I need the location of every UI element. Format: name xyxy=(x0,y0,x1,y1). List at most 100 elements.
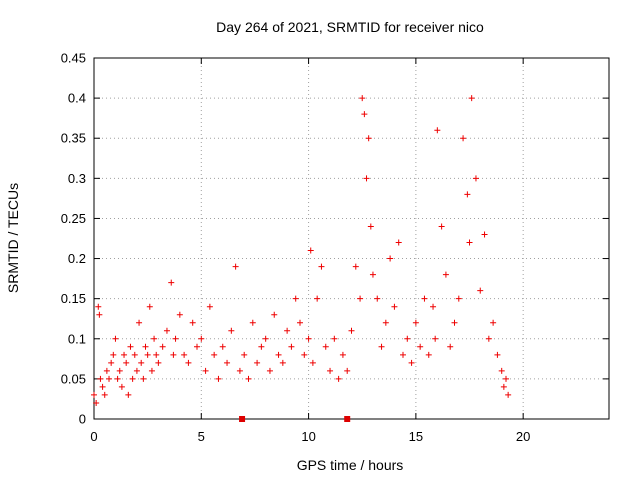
data-point xyxy=(382,319,389,326)
data-point xyxy=(96,311,103,318)
data-point xyxy=(108,359,115,366)
data-point xyxy=(140,375,147,382)
data-point xyxy=(136,319,143,326)
data-point xyxy=(151,335,158,342)
data-point xyxy=(331,335,338,342)
data-point xyxy=(314,295,321,302)
data-point xyxy=(176,311,183,318)
data-point xyxy=(305,335,312,342)
y-tick-label: 0.1 xyxy=(68,331,86,346)
data-point xyxy=(155,359,162,366)
data-point xyxy=(189,319,196,326)
data-point xyxy=(284,327,291,334)
y-tick-label: 0.35 xyxy=(61,131,86,146)
data-point xyxy=(490,319,497,326)
data-point xyxy=(472,175,479,182)
chart-title: Day 264 of 2021, SRMTID for receiver nic… xyxy=(216,19,484,35)
data-point xyxy=(352,263,359,270)
data-point xyxy=(477,287,484,294)
x-axis-label: GPS time / hours xyxy=(297,457,404,473)
data-point xyxy=(168,279,175,286)
data-point xyxy=(266,367,273,374)
data-point xyxy=(344,367,351,374)
data-point xyxy=(447,343,454,350)
data-point xyxy=(361,111,368,118)
x-tick-label: 10 xyxy=(301,429,315,444)
y-tick-label: 0.4 xyxy=(68,91,86,106)
data-point xyxy=(500,383,507,390)
data-point xyxy=(232,263,239,270)
data-point xyxy=(292,295,299,302)
data-point xyxy=(236,367,243,374)
data-point xyxy=(378,343,385,350)
data-point xyxy=(374,295,381,302)
data-point xyxy=(322,343,329,350)
x-tick-label: 5 xyxy=(198,429,205,444)
data-point xyxy=(118,383,125,390)
y-tick-label: 0.25 xyxy=(61,211,86,226)
x-tick-label: 20 xyxy=(516,429,530,444)
data-point xyxy=(430,303,437,310)
data-point xyxy=(318,263,325,270)
data-point xyxy=(110,351,117,358)
data-point xyxy=(505,391,512,398)
data-point xyxy=(194,343,200,350)
data-point xyxy=(219,343,226,350)
data-point xyxy=(421,295,428,302)
data-point xyxy=(408,359,415,366)
data-point xyxy=(99,383,106,390)
data-point xyxy=(301,351,308,358)
data-point xyxy=(425,351,432,358)
data-point xyxy=(241,351,248,358)
data-point xyxy=(498,367,505,374)
x-tick-label: 15 xyxy=(409,429,423,444)
data-point xyxy=(434,127,441,134)
data-point xyxy=(494,351,501,358)
data-point xyxy=(395,239,402,246)
data-point xyxy=(215,375,222,382)
data-point xyxy=(163,327,170,334)
data-gap-markers xyxy=(239,416,351,422)
data-point xyxy=(146,303,153,310)
data-point xyxy=(170,351,177,358)
data-gap-marker xyxy=(344,416,351,422)
data-point xyxy=(327,367,334,374)
data-point xyxy=(116,367,123,374)
data-point xyxy=(442,271,449,278)
data-point xyxy=(468,95,475,102)
data-point xyxy=(131,351,138,358)
data-point xyxy=(464,191,471,198)
data-point xyxy=(271,311,278,318)
data-point xyxy=(309,359,316,366)
data-point xyxy=(93,399,100,406)
data-point xyxy=(412,319,419,326)
data-point xyxy=(485,335,492,342)
data-point xyxy=(262,335,269,342)
data-point xyxy=(258,343,265,350)
data-point xyxy=(432,335,439,342)
data-point xyxy=(123,359,130,366)
data-point xyxy=(254,359,261,366)
x-tick-label: 0 xyxy=(90,429,97,444)
y-tick-label: 0 xyxy=(79,412,86,427)
data-point xyxy=(438,223,445,230)
data-point xyxy=(103,367,110,374)
data-point xyxy=(142,343,149,350)
data-point xyxy=(245,375,252,382)
data-point xyxy=(206,303,213,310)
data-point xyxy=(101,391,108,398)
data-point xyxy=(114,375,121,382)
y-tick-label: 0.3 xyxy=(68,171,86,186)
data-point xyxy=(159,343,166,350)
data-point xyxy=(185,359,192,366)
data-point xyxy=(503,375,509,382)
data-point xyxy=(279,359,286,366)
grid xyxy=(94,58,609,419)
data-point xyxy=(125,391,132,398)
plot-frame xyxy=(93,57,610,420)
data-point xyxy=(112,335,119,342)
data-point xyxy=(129,375,136,382)
data-point xyxy=(275,351,282,358)
data-point xyxy=(138,359,145,366)
